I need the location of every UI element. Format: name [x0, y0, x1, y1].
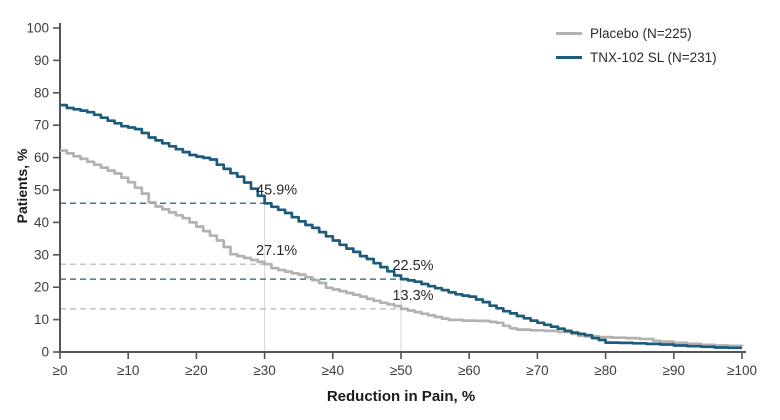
y-tick-label-10: 10	[34, 312, 49, 327]
y-tick-label-70: 70	[34, 118, 49, 133]
y-tick-label-20: 20	[34, 280, 49, 295]
series-curve-tnx102sl	[60, 103, 742, 350]
legend-label-placebo: Placebo (N=225)	[590, 25, 692, 41]
x-tick-label-100: ≥100	[727, 363, 757, 378]
x-tick-label-80: ≥80	[594, 363, 616, 378]
x-tick-label-10: ≥10	[117, 363, 139, 378]
x-axis-title: Reduction in Pain, %	[326, 388, 476, 405]
x-tick-label-50: ≥50	[390, 363, 412, 378]
x-tick-label-20: ≥20	[185, 363, 207, 378]
legend-label-tnx102sl: TNX-102 SL (N=231)	[590, 49, 717, 65]
chart-legend: Placebo (N=225) TNX-102 SL (N=231)	[556, 24, 717, 66]
y-tick-label-50: 50	[34, 183, 49, 198]
legend-item-tnx102sl: TNX-102 SL (N=231)	[556, 48, 717, 66]
placebo-line-swatch	[556, 31, 582, 35]
x-tick-label-90: ≥90	[663, 363, 685, 378]
y-tick-label-80: 80	[34, 85, 49, 100]
annotation-22.5%: 22.5%	[392, 258, 433, 274]
x-tick-label-0: ≥0	[53, 363, 68, 378]
annotation-45.9%: 45.9%	[256, 182, 297, 198]
x-tick-label-70: ≥70	[526, 363, 548, 378]
legend-item-placebo: Placebo (N=225)	[556, 24, 717, 42]
y-tick-label-90: 90	[34, 53, 49, 68]
x-tick-label-60: ≥60	[458, 363, 480, 378]
y-tick-label-40: 40	[34, 215, 49, 230]
y-tick-label-60: 60	[34, 150, 49, 165]
y-tick-label-0: 0	[41, 345, 49, 360]
y-tick-label-30: 30	[34, 247, 49, 262]
annotation-13.3%: 13.3%	[392, 288, 433, 304]
x-tick-label-40: ≥40	[322, 363, 344, 378]
y-tick-label-100: 100	[26, 21, 49, 36]
tnx102sl-line-swatch	[556, 55, 582, 59]
x-tick-label-30: ≥30	[253, 363, 275, 378]
annotation-27.1%: 27.1%	[256, 243, 297, 259]
y-axis-title: Patients, %	[14, 148, 30, 224]
